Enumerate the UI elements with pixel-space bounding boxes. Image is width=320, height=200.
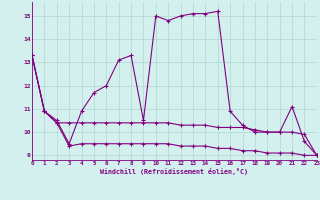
X-axis label: Windchill (Refroidissement éolien,°C): Windchill (Refroidissement éolien,°C) <box>100 168 248 175</box>
